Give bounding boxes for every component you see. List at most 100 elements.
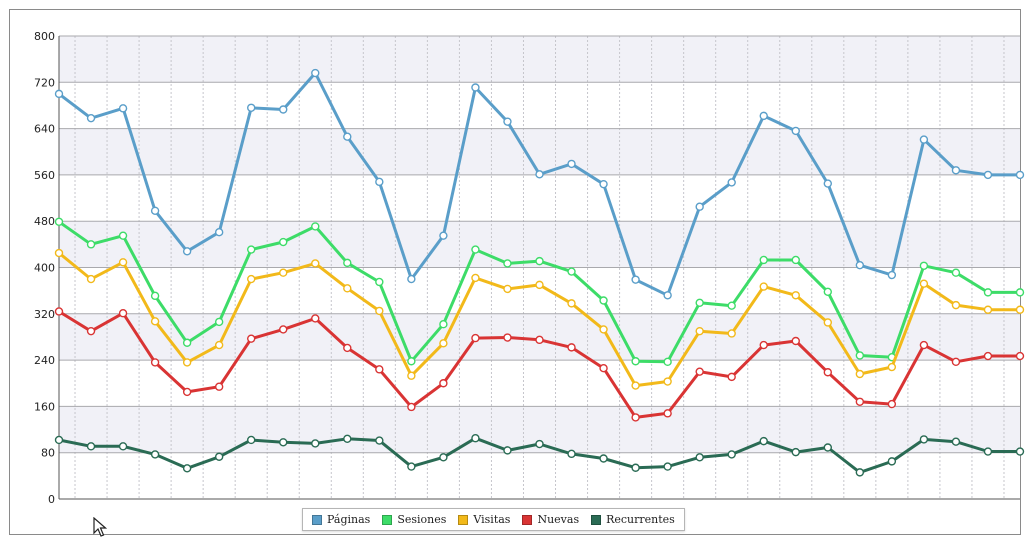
- legend-swatch: [522, 514, 533, 525]
- data-point: [150, 450, 160, 459]
- legend-item[interactable]: Páginas: [312, 513, 370, 526]
- gridlines: [59, 35, 1020, 500]
- data-point: [919, 435, 929, 444]
- data-point: [983, 351, 993, 361]
- data-point: [759, 282, 768, 291]
- data-point: [919, 279, 929, 288]
- data-point: [567, 267, 576, 276]
- plot-band: [59, 128, 1020, 175]
- legend-item[interactable]: Visitas: [458, 513, 510, 526]
- data-point: [471, 83, 480, 92]
- data-point: [54, 248, 64, 258]
- mouse-pointer-icon: [93, 517, 107, 537]
- data-point: [86, 442, 96, 451]
- data-point: [727, 301, 736, 310]
- data-point: [791, 126, 800, 136]
- data-point: [182, 387, 192, 397]
- data-point: [567, 449, 576, 459]
- data-point: [855, 369, 865, 379]
- data-point: [86, 240, 96, 249]
- series-4: [54, 307, 1025, 422]
- legend-item[interactable]: Sesiones: [382, 513, 446, 526]
- data-point: [118, 104, 128, 113]
- y-tick-label: 560: [34, 169, 55, 182]
- data-point: [855, 397, 865, 406]
- data-point: [567, 159, 576, 169]
- legend-swatch: [312, 514, 322, 525]
- plot-band: [59, 174, 1020, 222]
- data-point: [631, 413, 640, 422]
- data-point: [311, 439, 320, 448]
- y-tick-label: 640: [34, 123, 55, 136]
- data-point: [471, 273, 480, 283]
- data-point: [535, 439, 544, 449]
- data-point: [54, 217, 64, 226]
- data-point: [343, 132, 352, 141]
- data-point: [951, 268, 961, 277]
- data-point: [695, 298, 704, 308]
- data-point: [214, 452, 224, 461]
- data-point: [919, 340, 929, 350]
- data-point: [407, 357, 416, 366]
- data-point: [150, 291, 160, 301]
- data-point: [1015, 288, 1025, 297]
- data-point: [631, 357, 640, 366]
- data-point: [246, 334, 256, 343]
- legend-item[interactable]: Nuevas: [522, 513, 579, 526]
- data-point: [343, 343, 352, 353]
- data-point: [759, 340, 768, 350]
- data-point: [343, 258, 352, 268]
- data-point: [407, 402, 416, 412]
- data-point: [503, 333, 512, 342]
- data-point: [631, 381, 640, 390]
- y-tick-label: 240: [34, 354, 55, 367]
- y-tick-label: 800: [34, 30, 55, 43]
- data-point: [951, 300, 961, 310]
- data-point: [54, 89, 64, 99]
- data-point: [439, 320, 448, 329]
- data-point: [375, 177, 384, 187]
- legend-swatch: [382, 514, 393, 525]
- data-point: [150, 317, 160, 326]
- data-point: [311, 68, 320, 78]
- plot-band: [59, 267, 1020, 314]
- data-point: [375, 277, 384, 287]
- data-point: [279, 268, 288, 277]
- data-point: [503, 117, 512, 126]
- data-point: [214, 382, 224, 391]
- data-point: [791, 336, 800, 346]
- data-point: [182, 247, 192, 256]
- data-point: [279, 237, 288, 247]
- data-point: [919, 261, 929, 270]
- data-point: [150, 358, 160, 367]
- data-point: [503, 446, 512, 455]
- legend-swatch: [591, 514, 602, 525]
- data-point: [663, 357, 672, 367]
- data-point: [279, 325, 288, 334]
- data-point: [759, 111, 768, 121]
- data-point: [919, 135, 929, 144]
- data-point: [951, 357, 961, 367]
- data-point: [855, 351, 865, 360]
- legend-label: Visitas: [473, 513, 511, 526]
- data-point: [695, 202, 704, 211]
- data-point: [471, 434, 480, 443]
- data-point: [214, 340, 224, 350]
- data-point: [343, 284, 352, 293]
- data-point: [695, 367, 704, 376]
- data-point: [983, 288, 993, 297]
- data-point: [1015, 447, 1025, 456]
- data-point: [150, 206, 160, 215]
- data-point: [759, 255, 768, 265]
- data-point: [983, 305, 993, 314]
- legend-label: Páginas: [327, 513, 371, 526]
- data-point: [182, 464, 192, 473]
- data-point: [983, 447, 993, 456]
- legend-item[interactable]: Recurrentes: [591, 513, 675, 526]
- series-3: [54, 248, 1025, 390]
- y-tick-label: 160: [34, 400, 55, 413]
- data-point: [855, 260, 865, 270]
- data-point: [823, 368, 832, 377]
- data-point: [439, 231, 448, 240]
- data-point: [439, 379, 448, 388]
